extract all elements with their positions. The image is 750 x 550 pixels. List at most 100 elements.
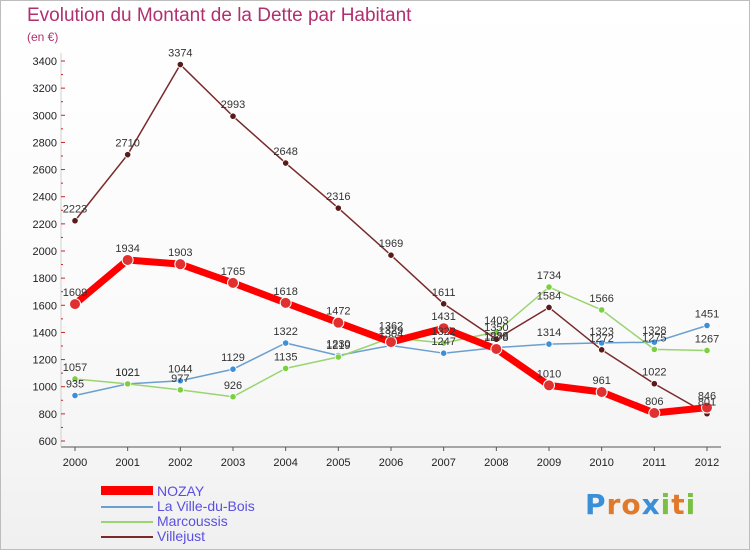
data-point-nozay [69, 298, 81, 311]
y-tick-label: 1400 [33, 327, 57, 339]
chart-title: Evolution du Montant de la Dette par Hab… [27, 5, 412, 26]
data-point-marcoussis [124, 380, 132, 388]
data-label-villejust: 3374 [168, 48, 192, 60]
legend-item-villejust: Villejust [101, 528, 361, 545]
data-point-villejust [545, 303, 553, 312]
x-tick-label: 2008 [484, 457, 508, 469]
data-point-marcoussis [176, 386, 184, 394]
data-label-marcoussis: 1267 [695, 333, 719, 345]
x-tick-label: 2004 [273, 457, 297, 469]
data-label-la-ville-du-bois: 1323 [589, 326, 613, 338]
data-label-nozay: 1903 [168, 247, 192, 259]
logo-letter: i [660, 488, 672, 521]
data-point-marcoussis [650, 345, 658, 353]
data-label-villejust: 1022 [642, 367, 666, 379]
data-point-villejust [598, 346, 606, 354]
data-point-nozay [332, 316, 345, 329]
data-point-la-ville-du-bois [176, 377, 184, 385]
y-tick-label: 2000 [33, 246, 57, 258]
data-label-la-ville-du-bois: 1288 [484, 331, 508, 343]
legend-swatch-villejust [101, 536, 153, 538]
legend-item-marcoussis: Marcoussis [101, 513, 361, 530]
legend-label-la-ville-du-bois: La Ville-du-Bois [157, 498, 255, 514]
data-point-nozay [543, 379, 555, 392]
data-label-marcoussis: 977 [171, 373, 189, 385]
x-tick-label: 2003 [221, 457, 245, 469]
x-tick-label: 2009 [537, 457, 561, 469]
data-label-marcoussis: 1057 [63, 362, 87, 374]
data-label-villejust: 2648 [273, 146, 297, 158]
legend-swatch-marcoussis [101, 521, 153, 523]
data-label-marcoussis: 1734 [537, 270, 561, 282]
data-label-marcoussis: 1403 [484, 315, 508, 327]
data-point-la-ville-du-bois [282, 339, 290, 347]
data-label-la-ville-du-bois: 1129 [221, 352, 245, 364]
logo-letter: r [606, 488, 622, 521]
data-point-la-ville-du-bois [703, 321, 711, 330]
y-tick-label: 3200 [33, 83, 57, 95]
proxiti-logo: Proxiti [585, 488, 696, 521]
y-tick-label: 1600 [33, 300, 57, 312]
y-tick-label: 1000 [33, 382, 57, 394]
data-point-marcoussis [492, 328, 500, 336]
data-label-marcoussis: 1566 [589, 293, 613, 305]
data-point-nozay [490, 342, 503, 355]
data-label-villejust: 801 [698, 397, 716, 409]
legend-item-la-ville-du-bois: La Ville-du-Bois [101, 498, 361, 515]
x-tick-label: 2002 [168, 457, 192, 469]
y-tick-label: 3000 [33, 110, 57, 122]
data-label-villejust: 2993 [221, 99, 245, 111]
data-label-marcoussis: 1322 [431, 326, 455, 338]
data-label-villejust: 1969 [379, 238, 403, 250]
x-tick-label: 2007 [431, 457, 455, 469]
data-point-nozay [385, 336, 397, 349]
x-tick-label: 2000 [63, 457, 87, 469]
data-label-villejust: 2710 [115, 138, 139, 150]
data-point-villejust [124, 151, 132, 159]
y-tick-label: 600 [39, 436, 57, 448]
data-label-la-ville-du-bois: 1304 [379, 328, 403, 340]
data-label-marcoussis: 926 [224, 380, 242, 392]
data-point-nozay [595, 386, 608, 399]
legend-label-nozay: NOZAY [157, 483, 205, 499]
data-label-marcoussis: 1135 [274, 351, 298, 363]
data-label-marcoussis: 1362 [379, 321, 403, 333]
data-label-la-ville-du-bois: 1322 [273, 326, 297, 338]
data-point-marcoussis [282, 364, 290, 372]
data-point-nozay [701, 401, 713, 414]
legend-item-nozay: NOZAY [101, 483, 361, 500]
data-label-la-ville-du-bois: 1247 [431, 336, 455, 348]
data-point-la-ville-du-bois [440, 349, 448, 357]
data-label-la-ville-du-bois: 1314 [537, 327, 561, 339]
logo-letter: P [585, 488, 607, 521]
y-tick-label: 2400 [33, 192, 57, 204]
data-label-nozay: 1934 [115, 243, 139, 255]
data-label-nozay: 1010 [537, 368, 561, 380]
data-label-la-ville-du-bois: 1230 [326, 339, 350, 351]
data-label-nozay: 1329 [379, 325, 403, 337]
logo-letter: t [671, 488, 686, 521]
y-tick-label: 1800 [33, 273, 57, 285]
data-label-villejust: 1584 [537, 290, 561, 302]
legend-swatch-nozay [101, 486, 153, 495]
data-label-marcoussis: 1275 [642, 332, 666, 344]
data-point-nozay [227, 276, 239, 289]
data-label-nozay: 846 [698, 391, 716, 403]
data-point-villejust [71, 217, 79, 225]
data-point-villejust [282, 159, 290, 167]
logo-letter: x [641, 488, 661, 521]
data-point-la-ville-du-bois [71, 391, 79, 400]
data-point-marcoussis [545, 283, 553, 291]
chart-subtitle: (en €) [27, 30, 59, 44]
data-label-nozay: 1431 [431, 311, 455, 323]
x-tick-label: 2012 [695, 457, 719, 469]
data-point-nozay [121, 253, 134, 266]
data-point-marcoussis [71, 375, 79, 383]
data-point-la-ville-du-bois [229, 365, 237, 373]
logo-letter: o [621, 488, 642, 521]
x-tick-label: 2005 [326, 457, 350, 469]
x-tick-label: 2006 [379, 457, 403, 469]
data-point-marcoussis [229, 393, 237, 401]
data-label-marcoussis: 1219 [326, 340, 350, 352]
